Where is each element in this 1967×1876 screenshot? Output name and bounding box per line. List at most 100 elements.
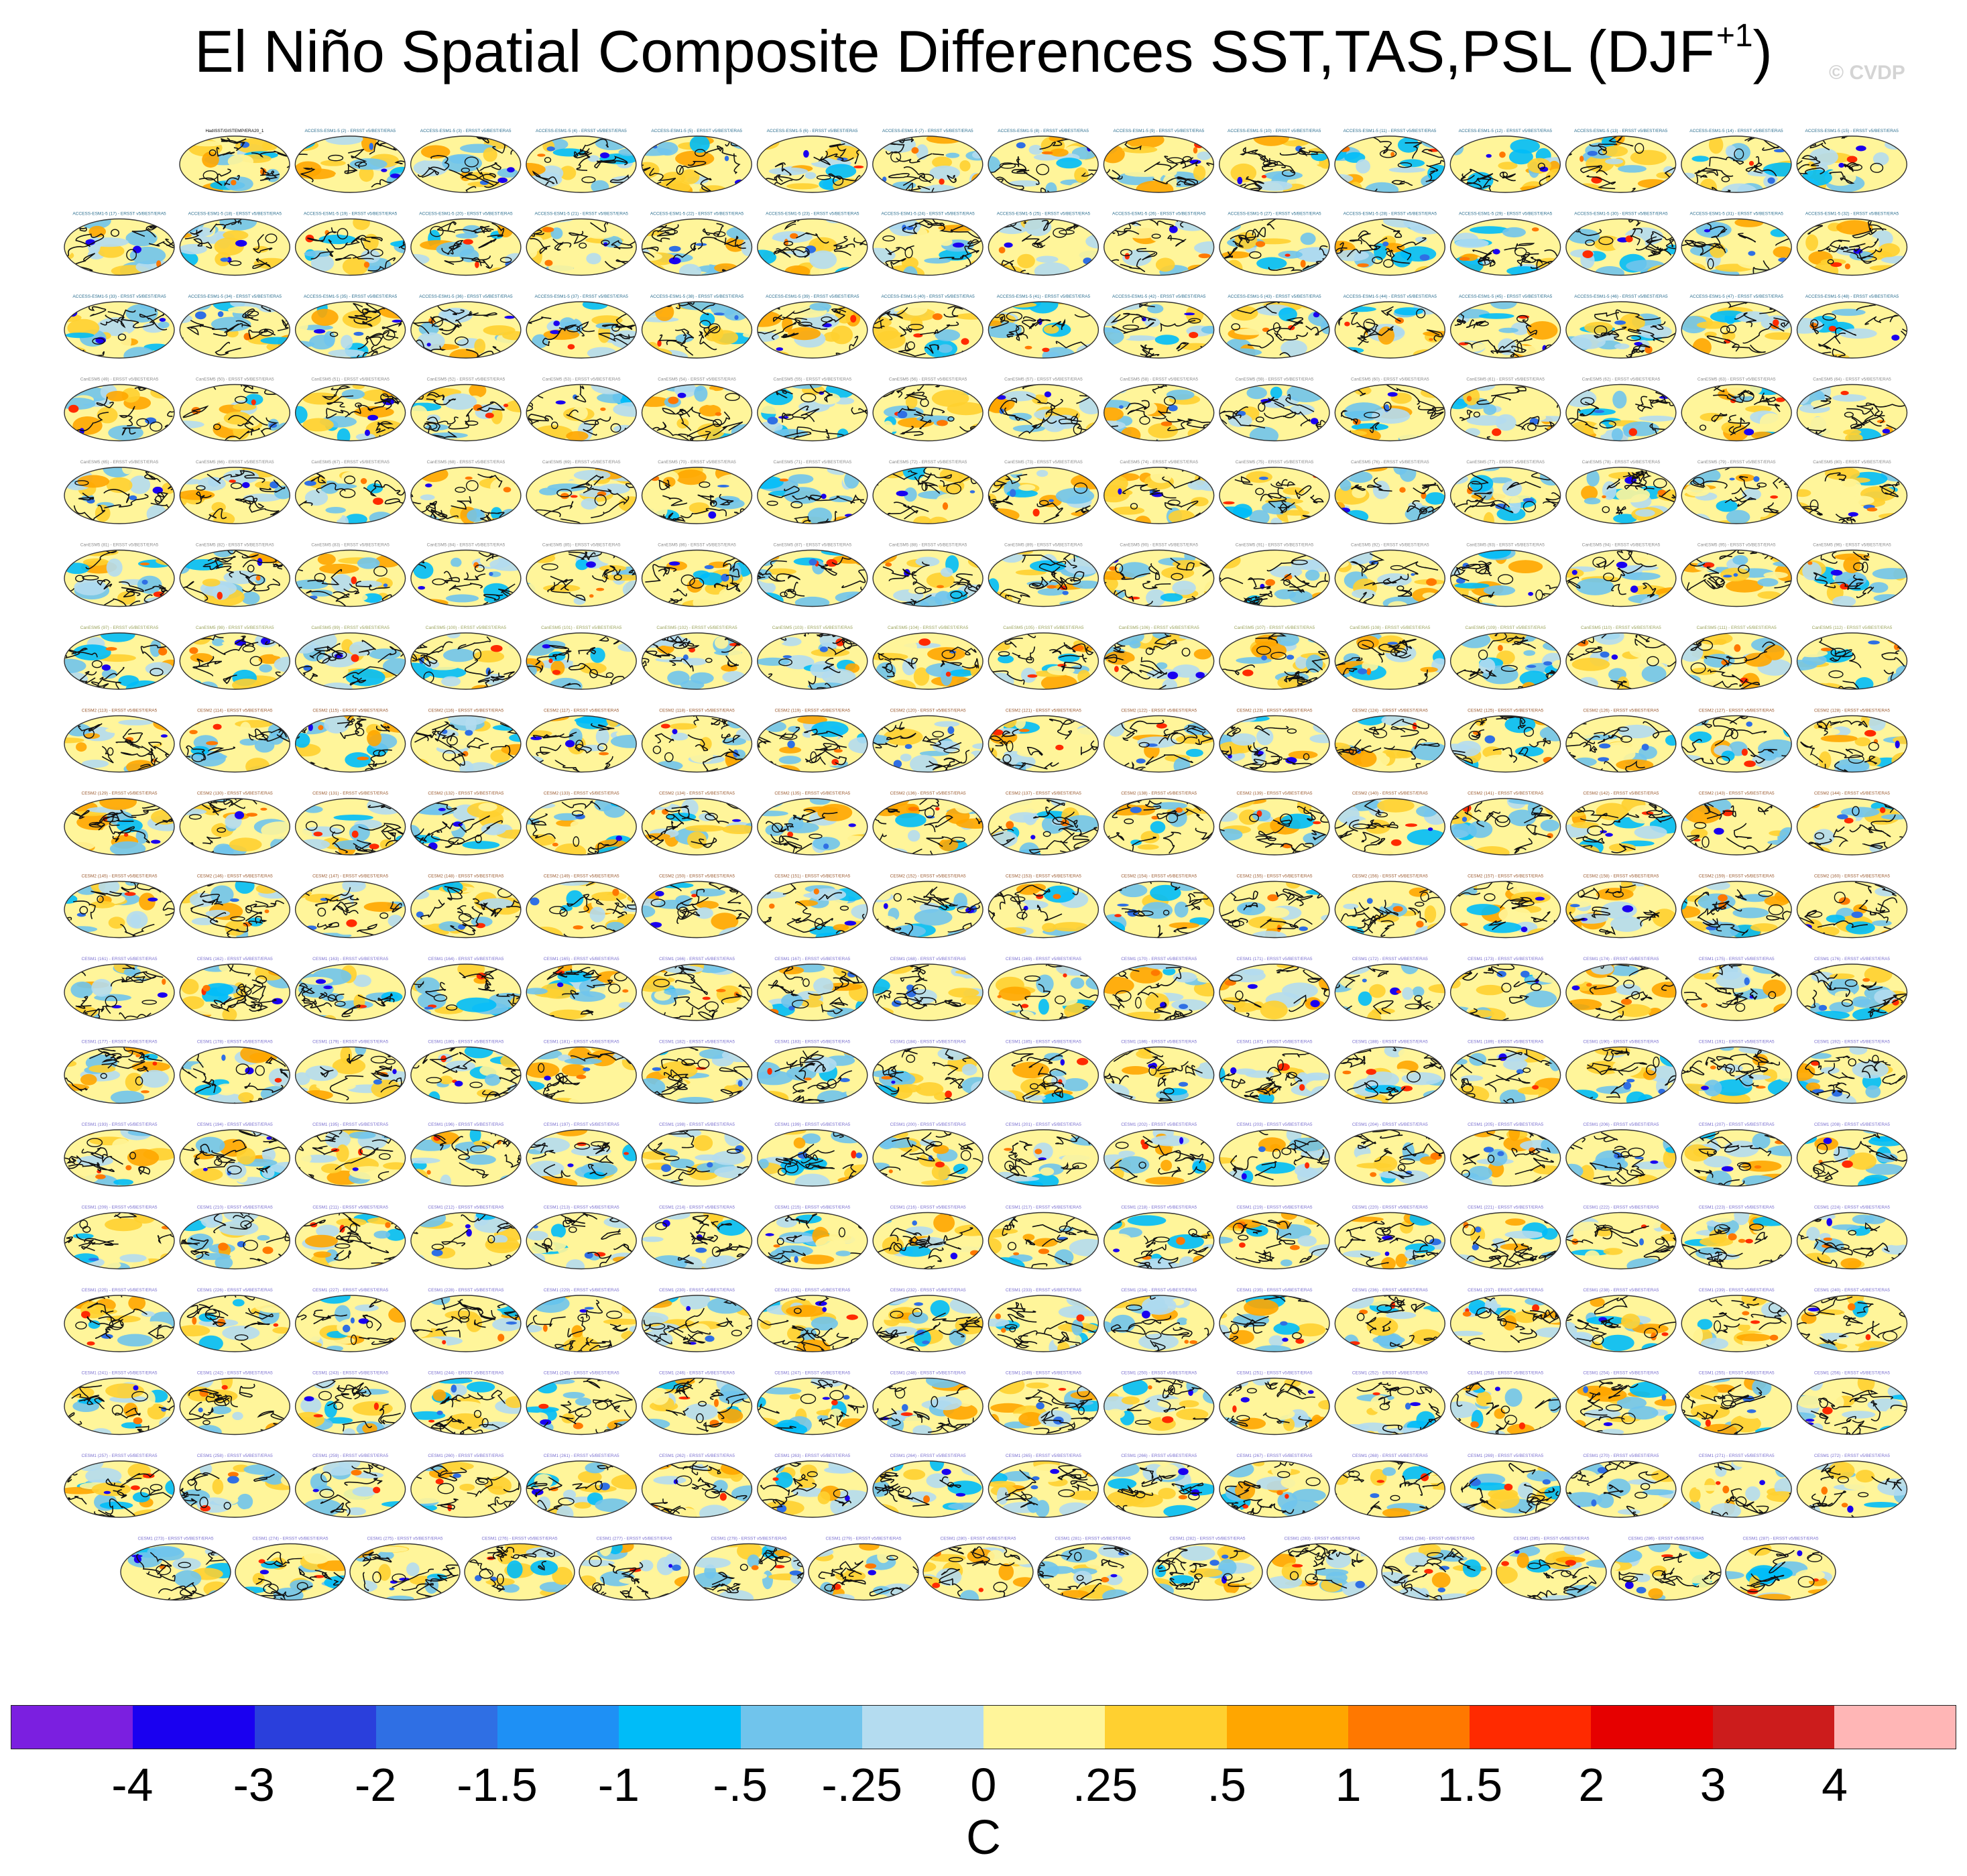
anomaly-patch	[1683, 799, 1702, 806]
strong-anomaly-patch	[600, 407, 606, 411]
psl-contour	[1583, 744, 1598, 753]
psl-contour	[926, 836, 953, 847]
psl-closed-contour	[1396, 585, 1405, 591]
strong-anomaly-patch	[1587, 151, 1598, 156]
psl-closed-contour	[1262, 160, 1278, 168]
map-panel: CanESM5 (80) - ERSST v5/BEST/ERA5	[1796, 460, 1908, 524]
psl-contour	[1141, 349, 1160, 358]
psl-closed-contour	[1372, 729, 1388, 739]
anomaly-patch	[97, 407, 118, 424]
psl-contour	[765, 560, 787, 582]
psl-contour	[899, 426, 924, 436]
map-border	[1103, 384, 1215, 442]
anomaly-patch	[1120, 426, 1141, 441]
map-panel: CanESM5 (60) - ERSST v5/BEST/ERA5	[1334, 377, 1446, 442]
psl-contour	[1864, 755, 1878, 765]
anomaly-patch	[363, 233, 379, 251]
psl-contour	[1268, 493, 1287, 508]
psl-contour	[1163, 808, 1204, 821]
map-border	[1103, 798, 1215, 856]
anomaly-patch	[1490, 302, 1517, 310]
panel-label: CanESM5 (93) - ERSST v5/BEST/ERA5	[1466, 543, 1545, 548]
psl-contour	[119, 581, 144, 597]
anomaly-patch	[721, 168, 735, 181]
psl-closed-contour	[1071, 416, 1079, 424]
map-border	[294, 384, 406, 442]
psl-contour	[97, 579, 113, 590]
anomaly-patch	[227, 154, 254, 169]
psl-closed-contour	[573, 836, 580, 847]
anomaly-patch	[279, 384, 290, 394]
anomaly-patch	[526, 163, 546, 176]
anomaly-patch	[1575, 578, 1614, 595]
psl-contour	[206, 746, 236, 756]
map-border	[179, 798, 290, 856]
anomaly-patch	[1173, 345, 1188, 358]
psl-contour	[1627, 329, 1665, 343]
psl-closed-contour	[1693, 821, 1707, 829]
strong-anomaly-patch	[1499, 152, 1506, 158]
anomaly-patch	[1450, 473, 1468, 485]
anomaly-patch	[591, 315, 623, 325]
psl-contour	[202, 836, 221, 845]
map-border	[1103, 467, 1215, 524]
panel-label: CanESM5 (66) - ERSST v5/BEST/ERA5	[196, 460, 274, 465]
anomaly-patch	[595, 728, 609, 746]
strong-anomaly-patch	[1168, 404, 1178, 412]
psl-contour	[1051, 318, 1066, 331]
psl-contour	[144, 471, 161, 483]
anomaly-patch	[411, 266, 436, 276]
map-panel: CESM2 (135) - ERSST v5/BEST/ERA5	[757, 791, 868, 856]
psl-contour	[1142, 581, 1171, 589]
map-border	[1565, 301, 1677, 359]
strong-anomaly-patch	[363, 261, 370, 268]
anomaly-patch	[295, 136, 316, 150]
psl-contour	[1681, 835, 1700, 853]
psl-contour	[1184, 726, 1207, 740]
psl-contour	[131, 226, 158, 237]
strong-anomaly-patch	[936, 420, 948, 426]
psl-contour	[560, 518, 591, 524]
psl-closed-contour	[1383, 259, 1394, 268]
map-border	[179, 384, 290, 442]
map-panel: ACCESS-ESM1-5 (13) - ERSST v5/BEST/ERA5	[1565, 129, 1677, 193]
psl-contour	[1752, 156, 1763, 174]
psl-contour	[480, 510, 505, 520]
psl-closed-contour	[1523, 501, 1537, 513]
psl-contour	[430, 508, 459, 520]
anomaly-patch	[81, 719, 110, 725]
map-panel: ACCESS-ESM1-5 (25) - ERSST v5/BEST/ERA5	[988, 212, 1099, 276]
psl-contour	[1284, 670, 1303, 683]
anomaly-patch	[1890, 681, 1907, 689]
psl-contour	[713, 421, 743, 436]
map-panel: CESM2 (142) - ERSST v5/BEST/ERA5	[1565, 791, 1677, 856]
strong-anomaly-patch	[1630, 585, 1638, 593]
anomaly-patch	[355, 184, 372, 190]
psl-contour	[886, 732, 916, 740]
map-panel: CanESM5 (81) - ERSST v5/BEST/ERA5	[64, 543, 175, 607]
anomaly-patch	[1832, 394, 1866, 402]
anomaly-patch	[924, 257, 951, 264]
psl-closed-contour	[589, 668, 598, 679]
strong-anomaly-patch	[490, 645, 503, 652]
panel-label: ACCESS-ESM1-5 (38) - ERSST v5/BEST/ERA5	[650, 294, 744, 299]
psl-contour	[66, 810, 90, 819]
psl-contour	[1148, 641, 1177, 650]
psl-contour	[1834, 761, 1853, 772]
psl-closed-contour	[1499, 171, 1508, 178]
psl-contour	[1397, 638, 1417, 651]
psl-contour	[893, 657, 918, 669]
strong-anomaly-patch	[1114, 666, 1119, 672]
psl-contour	[1275, 321, 1303, 339]
psl-closed-contour	[676, 165, 684, 175]
anomaly-patch	[1489, 633, 1527, 644]
strong-anomaly-patch	[918, 638, 931, 646]
panel-label: CESM2 (121) - ERSST v5/BEST/ERA5	[1006, 709, 1081, 713]
map-panel: CanESM5 (98) - ERSST v5/BEST/ERA5	[179, 626, 290, 690]
psl-contour	[353, 302, 380, 314]
psl-contour	[1335, 819, 1348, 831]
strong-anomaly-patch	[1047, 585, 1057, 589]
strong-anomaly-patch	[953, 242, 965, 248]
psl-contour	[1239, 147, 1269, 162]
psl-closed-contour	[136, 418, 150, 427]
